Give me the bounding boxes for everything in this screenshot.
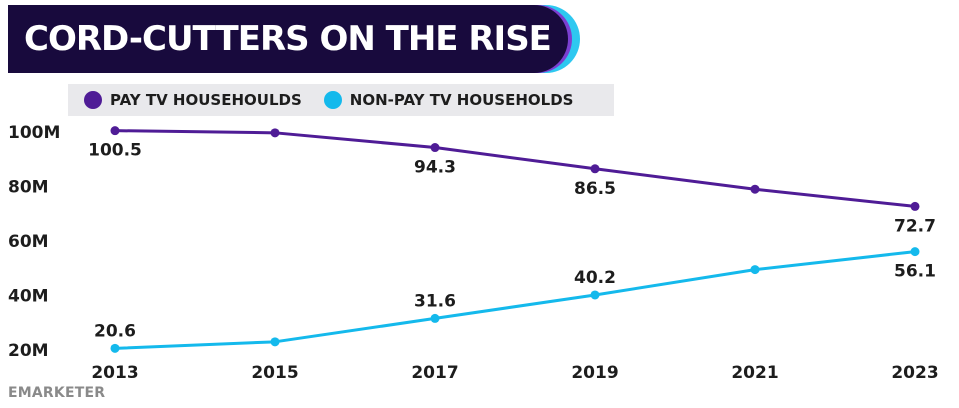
data-label: 31.6 [414, 291, 456, 311]
data-label: 72.7 [894, 216, 936, 236]
y-tick-label: 80M [8, 178, 49, 198]
x-tick-label: 2023 [891, 363, 938, 383]
data-point-non-pay-tv [270, 337, 280, 347]
series-line-non-pay-tv [113, 250, 917, 350]
legend: PAY TV HOUSEHOULDS NON-PAY TV HOUSEHOLDS [68, 84, 614, 116]
data-point-pay-tv [750, 184, 760, 194]
data-label: 20.6 [94, 321, 136, 341]
data-point-non-pay-tv [910, 247, 920, 257]
legend-item-non-pay-tv: NON-PAY TV HOUSEHOLDS [323, 91, 574, 109]
data-point-non-pay-tv [750, 265, 760, 275]
line-chart: 100M 80M 60M 40M 20M 2013 2015 2017 2019 2021 2023… [8, 123, 939, 383]
source-label: EMARKETER [8, 385, 106, 401]
data-point-non-pay-tv [430, 313, 440, 323]
legend-item-pay-tv: PAY TV HOUSEHOULDS [84, 91, 302, 109]
data-point-pay-tv [110, 126, 120, 136]
data-label: 86.5 [574, 179, 616, 199]
x-tick-label: 2017 [411, 363, 458, 383]
chart-title: CORD-CUTTERS ON THE RISE [24, 19, 552, 59]
data-point-pay-tv [430, 143, 440, 153]
y-tick-label: 20M [8, 341, 49, 361]
data-point-pay-tv [590, 164, 600, 174]
data-point-non-pay-tv [110, 343, 120, 353]
y-tick-label: 100M [8, 123, 60, 143]
data-label: 56.1 [894, 262, 936, 282]
series-line-pay-tv [113, 129, 917, 208]
data-point-pay-tv [910, 201, 920, 211]
legend-label-non-pay-tv: NON-PAY TV HOUSEHOLDS [349, 91, 574, 109]
x-tick-label: 2013 [91, 363, 138, 383]
data-label: 100.5 [88, 141, 142, 161]
data-label: 40.2 [574, 268, 616, 288]
data-point-non-pay-tv [590, 290, 600, 300]
data-point-pay-tv [270, 128, 280, 138]
legend-label-pay-tv: PAY TV HOUSEHOULDS [110, 91, 302, 109]
legend-swatch-non-pay-tv [323, 91, 342, 109]
y-tick-label: 40M [8, 287, 49, 307]
x-tick-label: 2019 [571, 363, 618, 383]
legend-swatch-pay-tv [84, 91, 102, 109]
x-tick-label: 2021 [731, 363, 778, 383]
y-tick-label: 60M [8, 232, 49, 252]
data-label: 94.3 [414, 158, 456, 178]
x-tick-label: 2015 [251, 363, 298, 383]
title-banner: CORD-CUTTERS ON THE RISE [8, 5, 568, 73]
